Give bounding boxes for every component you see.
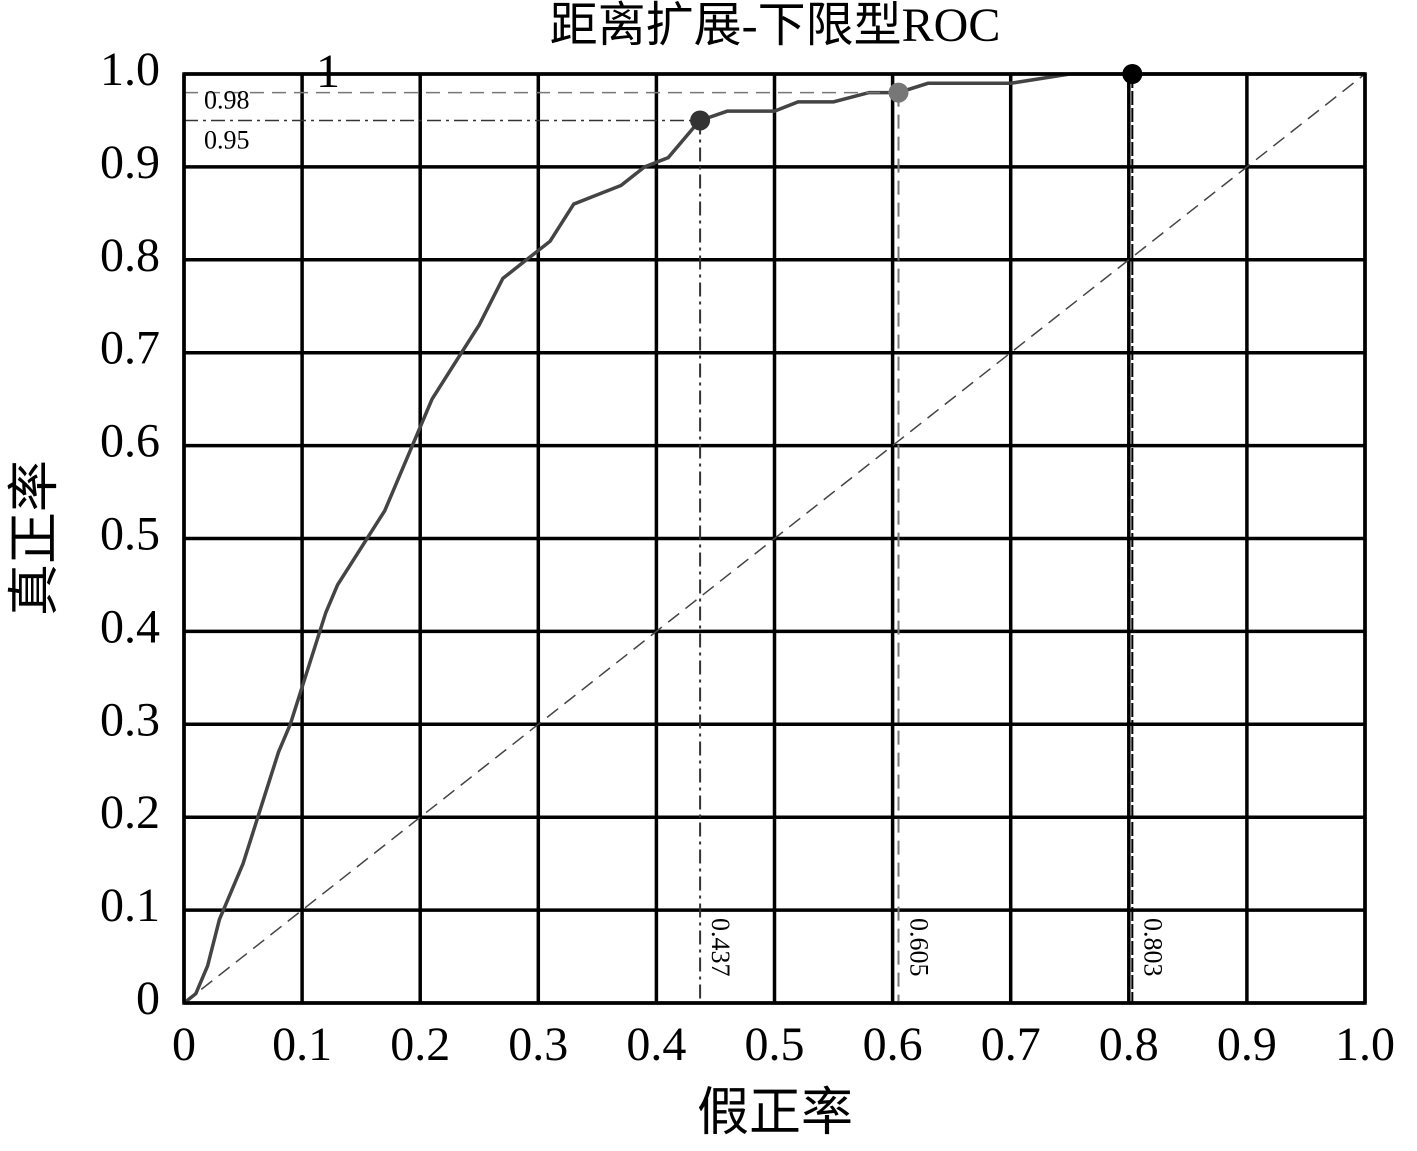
y-tick-label: 1.0	[100, 43, 160, 96]
point-x-label: 0.605	[905, 918, 934, 977]
point	[690, 110, 711, 131]
point	[888, 82, 909, 103]
x-tick-label: 0.8	[1099, 1018, 1159, 1071]
x-tick-label: 0.4	[626, 1018, 686, 1071]
point-x-label: 0.803	[1138, 918, 1167, 977]
x-tick-label: 0.9	[1217, 1018, 1277, 1071]
y-tick-label: 0.6	[100, 415, 160, 468]
roc-curve	[182, 72, 1365, 1005]
x-tick-label: 0.6	[863, 1018, 923, 1071]
diagonal	[183, 73, 1366, 1004]
x-tick-label: 0	[172, 1018, 196, 1071]
x-tick-label: 0.7	[981, 1018, 1041, 1071]
y-tick-label: 0.2	[100, 786, 160, 839]
point-x-label: 0.437	[706, 918, 735, 977]
plot-frame	[182, 72, 1367, 1005]
y-axis-label: 真正率	[7, 460, 64, 616]
x-axis-label: 假正率	[697, 1085, 853, 1142]
point-y-label: 0.98	[204, 86, 250, 115]
x-tick-label: 0.1	[272, 1018, 332, 1071]
y-tick-label: 0.5	[100, 508, 160, 561]
y-tick-label: 0.1	[100, 879, 160, 932]
y-tick-label: 0.7	[100, 322, 160, 375]
y-tick-label: 0.9	[100, 136, 160, 189]
x-tick-label: 0.2	[390, 1018, 450, 1071]
y-tick-label: 0.4	[100, 600, 160, 653]
chart-title: 距离扩展-下限型ROC	[550, 0, 1001, 52]
y-tick-label: 0.3	[100, 693, 160, 746]
x-tick-label: 1.0	[1335, 1018, 1395, 1071]
point-y-label: 1	[316, 45, 340, 98]
x-tick-label: 0.3	[508, 1018, 568, 1071]
point-y-label: 0.95	[204, 125, 250, 154]
y-tick-label: 0	[136, 972, 160, 1025]
x-tick-label: 0.5	[745, 1018, 805, 1071]
y-tick-label: 0.8	[100, 229, 160, 282]
